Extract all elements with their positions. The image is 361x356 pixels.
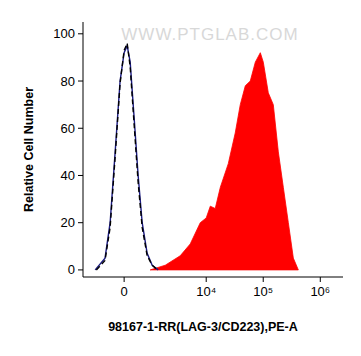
y-tick bbox=[78, 269, 83, 270]
y-tick bbox=[78, 128, 83, 129]
y-tick-label: 100 bbox=[53, 26, 75, 41]
y-tick-label: 0 bbox=[68, 262, 75, 277]
plot-area bbox=[95, 43, 298, 270]
x-tick-label: 0 bbox=[121, 284, 128, 299]
x-tick bbox=[124, 277, 125, 282]
y-tick-label: 80 bbox=[61, 74, 75, 89]
line bbox=[96, 43, 157, 270]
x-tick bbox=[320, 277, 321, 282]
y-axis-label: Relative Cell Number bbox=[22, 87, 36, 212]
y-tick bbox=[78, 175, 83, 176]
x-tick-label: 10⁵ bbox=[253, 284, 273, 299]
x-axis bbox=[83, 277, 343, 278]
x-tick bbox=[206, 277, 207, 282]
y-tick bbox=[78, 33, 83, 34]
x-tick-label: 10⁶ bbox=[310, 284, 330, 299]
y-tick bbox=[78, 81, 83, 82]
chart: WWW.PTGLAB.COM 0 20 40 60 80 100 0 10⁴ 10⁵ 10⁶ 9816… bbox=[0, 0, 361, 356]
x-tick-label: 10⁴ bbox=[196, 284, 216, 299]
area bbox=[150, 53, 298, 270]
x-axis-label: 98167-1-RR(LAG-3/CD223),PE-A bbox=[108, 320, 298, 334]
y-tick-label: 60 bbox=[61, 121, 75, 136]
line bbox=[95, 46, 158, 270]
y-tick-label: 20 bbox=[61, 215, 75, 230]
y-axis bbox=[83, 22, 84, 277]
watermark: WWW.PTGLAB.COM bbox=[121, 25, 298, 44]
x-tick bbox=[263, 277, 264, 282]
y-tick-label: 40 bbox=[61, 168, 75, 183]
y-tick bbox=[78, 222, 83, 223]
